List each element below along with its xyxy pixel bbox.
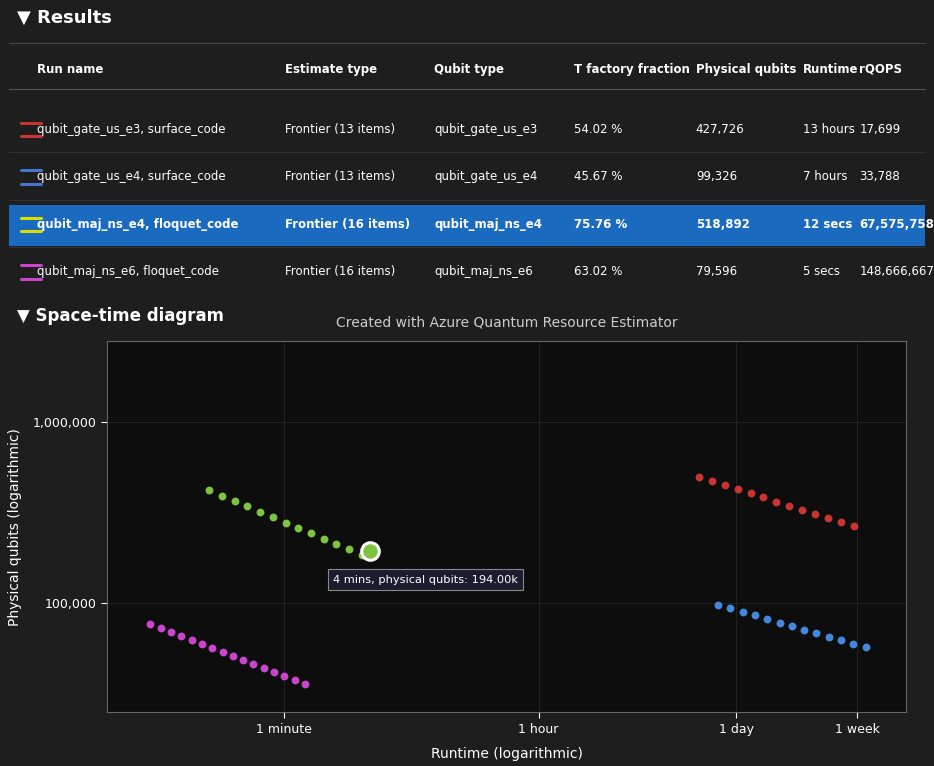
Point xyxy=(153,622,168,634)
Point xyxy=(834,634,849,647)
Point xyxy=(252,506,267,518)
X-axis label: Runtime (logarithmic): Runtime (logarithmic) xyxy=(431,747,583,761)
Text: rQOPS: rQOPS xyxy=(859,63,902,76)
Point xyxy=(711,599,726,611)
Text: 7 hours: 7 hours xyxy=(803,171,848,184)
Point xyxy=(821,630,836,643)
FancyBboxPatch shape xyxy=(9,205,925,247)
Point xyxy=(717,479,732,491)
Text: Run name: Run name xyxy=(37,63,104,76)
Point xyxy=(227,495,242,507)
Text: Estimate type: Estimate type xyxy=(285,63,377,76)
Point xyxy=(194,637,209,650)
Text: 427,726: 427,726 xyxy=(696,123,744,136)
Text: Qubit type: Qubit type xyxy=(434,63,504,76)
Point xyxy=(225,650,240,662)
Text: ▼ Results: ▼ Results xyxy=(17,9,112,27)
Text: 54.02 %: 54.02 % xyxy=(574,123,623,136)
Point xyxy=(290,522,305,534)
Text: 45.67 %: 45.67 % xyxy=(574,171,623,184)
Text: Frontier (16 items): Frontier (16 items) xyxy=(285,218,410,231)
Y-axis label: Physical qubits (logarithmic): Physical qubits (logarithmic) xyxy=(8,427,22,626)
Point xyxy=(215,646,230,658)
Text: 33,788: 33,788 xyxy=(859,171,900,184)
Text: 79,596: 79,596 xyxy=(696,266,737,279)
Text: qubit_maj_ns_e4: qubit_maj_ns_e4 xyxy=(434,218,543,231)
Point xyxy=(184,633,199,646)
Text: T factory fraction: T factory fraction xyxy=(574,63,690,76)
Point xyxy=(797,624,812,636)
Point xyxy=(287,673,302,686)
Point xyxy=(756,491,771,503)
Text: 63.02 %: 63.02 % xyxy=(574,266,623,279)
Text: 4 mins, physical qubits: 194.00k: 4 mins, physical qubits: 194.00k xyxy=(333,574,518,584)
Point xyxy=(174,630,189,642)
Text: qubit_gate_us_e4, surface_code: qubit_gate_us_e4, surface_code xyxy=(37,171,226,184)
Title: Created with Azure Quantum Resource Estimator: Created with Azure Quantum Resource Esti… xyxy=(336,316,677,330)
Point xyxy=(820,512,835,524)
Text: 5 secs: 5 secs xyxy=(803,266,841,279)
Point xyxy=(785,620,800,632)
Point xyxy=(235,653,250,666)
Point xyxy=(730,483,745,495)
Point xyxy=(240,500,255,512)
Point xyxy=(743,487,758,499)
Text: 13 hours: 13 hours xyxy=(803,123,856,136)
Point xyxy=(735,606,750,618)
Point xyxy=(205,642,219,654)
Point xyxy=(846,520,861,532)
Text: 12 secs: 12 secs xyxy=(803,218,853,231)
Text: Physical qubits: Physical qubits xyxy=(696,63,796,76)
Point xyxy=(691,470,706,483)
Text: Frontier (13 items): Frontier (13 items) xyxy=(285,171,395,184)
Point xyxy=(256,662,271,674)
Text: ▼ Space-time diagram: ▼ Space-time diagram xyxy=(17,307,224,326)
Text: qubit_maj_ns_e6: qubit_maj_ns_e6 xyxy=(434,266,533,279)
Point xyxy=(276,669,291,682)
Point xyxy=(202,484,217,496)
Text: 148,666,667: 148,666,667 xyxy=(859,266,934,279)
Point xyxy=(354,548,369,561)
Point xyxy=(723,602,738,614)
Text: qubit_gate_us_e3, surface_code: qubit_gate_us_e3, surface_code xyxy=(37,123,226,136)
Point xyxy=(704,475,719,487)
Point xyxy=(808,508,823,520)
Point xyxy=(760,613,775,625)
Point xyxy=(297,678,312,690)
Point xyxy=(858,641,873,653)
Point xyxy=(143,617,158,630)
Point xyxy=(833,516,848,529)
Point xyxy=(265,511,280,523)
Point xyxy=(795,504,810,516)
Point xyxy=(809,627,824,640)
Text: 67,575,758: 67,575,758 xyxy=(859,218,934,231)
Text: qubit_maj_ns_e6, floquet_code: qubit_maj_ns_e6, floquet_code xyxy=(37,266,219,279)
Text: 99,326: 99,326 xyxy=(696,171,737,184)
Point xyxy=(278,516,293,529)
Text: Frontier (16 items): Frontier (16 items) xyxy=(285,266,395,279)
Text: qubit_gate_us_e3: qubit_gate_us_e3 xyxy=(434,123,538,136)
Point xyxy=(266,666,281,678)
Text: qubit_gate_us_e4: qubit_gate_us_e4 xyxy=(434,171,538,184)
Point xyxy=(782,499,797,512)
Point xyxy=(772,617,787,629)
Point xyxy=(769,496,784,508)
Text: Runtime: Runtime xyxy=(803,63,858,76)
Text: 518,892: 518,892 xyxy=(696,218,750,231)
Point xyxy=(362,545,377,557)
Point xyxy=(246,657,261,669)
Point xyxy=(342,543,357,555)
Point xyxy=(304,527,318,539)
Point xyxy=(163,626,178,638)
Point xyxy=(747,610,762,622)
Text: qubit_maj_ns_e4, floquet_code: qubit_maj_ns_e4, floquet_code xyxy=(37,218,239,231)
Text: 75.76 %: 75.76 % xyxy=(574,218,628,231)
Point xyxy=(215,489,230,502)
Text: 17,699: 17,699 xyxy=(859,123,900,136)
Point xyxy=(846,638,861,650)
Point xyxy=(329,538,344,550)
Point xyxy=(317,532,332,545)
Text: Frontier (13 items): Frontier (13 items) xyxy=(285,123,395,136)
